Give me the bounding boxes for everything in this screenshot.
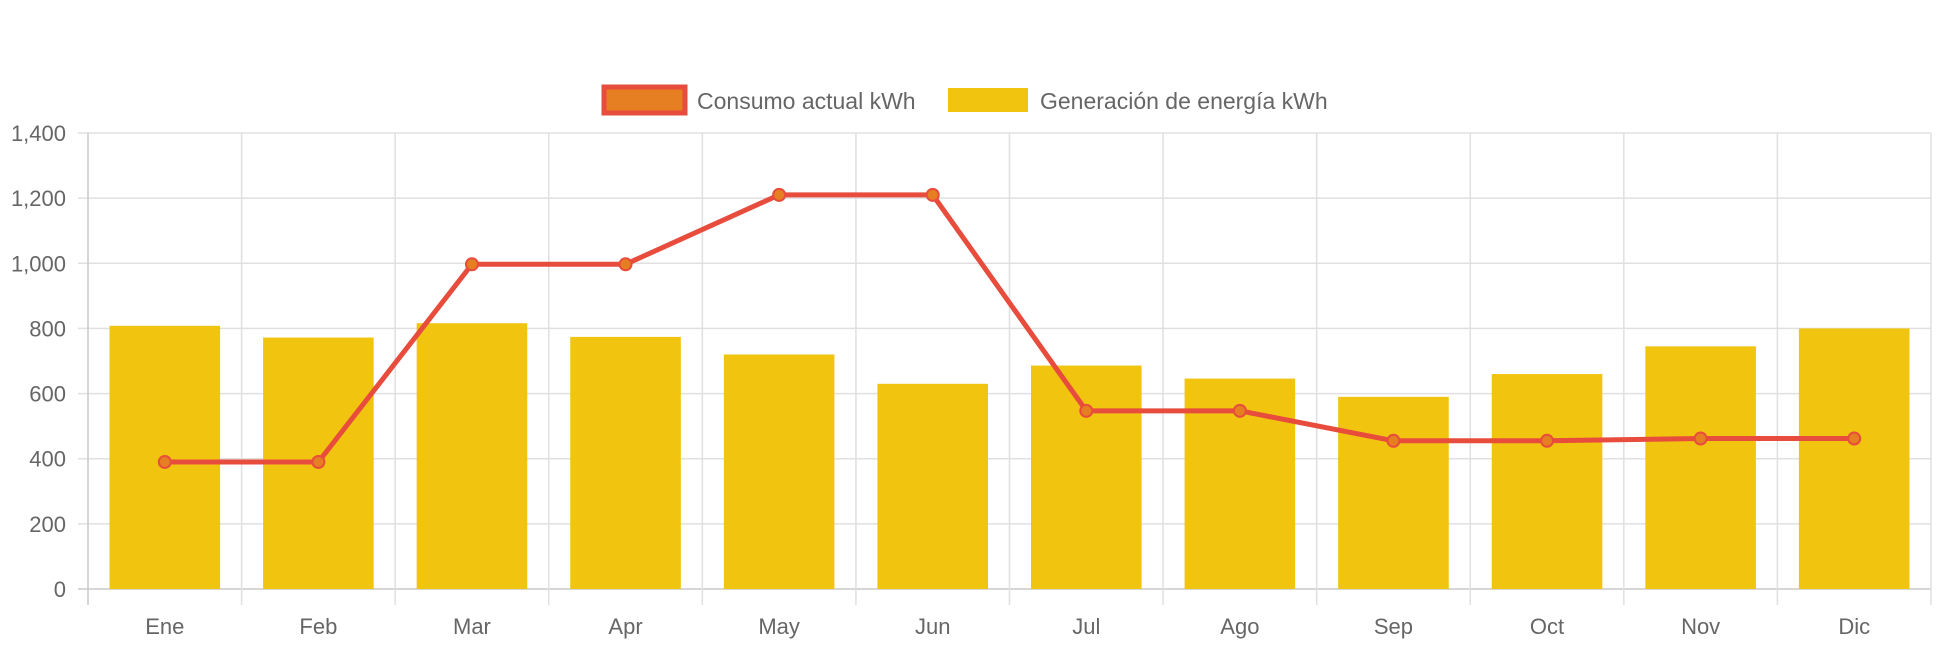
x-tick-label: May: [758, 614, 800, 639]
bar: [877, 383, 988, 589]
data-point: [311, 454, 326, 469]
x-tick-label: Jul: [1072, 614, 1100, 639]
data-point: [464, 257, 479, 272]
data-point: [925, 187, 940, 202]
bar: [1645, 346, 1756, 589]
y-tick-label: 400: [29, 447, 66, 472]
data-point: [618, 257, 633, 272]
y-tick-label: 1,400: [11, 121, 66, 146]
data-point: [1232, 403, 1247, 418]
y-tick-label: 200: [29, 512, 66, 537]
data-point: [157, 454, 172, 469]
legend-label-consumo: Consumo actual kWh: [697, 88, 916, 114]
x-tick-label: Nov: [1681, 614, 1720, 639]
bar: [1338, 396, 1449, 589]
x-tick-label: Ene: [145, 614, 184, 639]
data-point: [1079, 403, 1094, 418]
y-tick-label: 1,000: [11, 251, 66, 276]
bar: [416, 323, 528, 589]
data-point: [1386, 433, 1401, 448]
x-tick-label: Ago: [1220, 614, 1259, 639]
grid: [78, 132, 1932, 605]
y-tick-label: 800: [29, 316, 66, 341]
x-tick-label: Oct: [1530, 614, 1564, 639]
legend: Consumo actual kWh Generación de energía…: [601, 84, 1328, 116]
legend-item-consumo[interactable]: Consumo actual kWh: [601, 84, 916, 116]
x-tick-label: Sep: [1374, 614, 1413, 639]
line-series: [157, 187, 1862, 469]
legend-item-generacion[interactable]: Generación de energía kWh: [948, 88, 1328, 114]
series-line-consumo: [164, 192, 1855, 465]
x-tick-label: Dic: [1838, 614, 1870, 639]
bar: [1798, 328, 1910, 589]
y-tick-label: 0: [54, 577, 66, 602]
axes: 0 200 400 600 800 1,000 1,200 1,400 Ene Feb Mar Apr…: [11, 121, 1870, 639]
data-point: [1693, 431, 1708, 446]
data-point: [1847, 431, 1862, 446]
legend-swatch-consumo: [601, 84, 688, 116]
y-tick-label: 600: [29, 382, 66, 407]
data-point: [772, 187, 787, 202]
legend-label-generacion: Generación de energía kWh: [1040, 88, 1328, 114]
legend-swatch-generacion: [948, 88, 1028, 112]
x-tick-label: Jun: [915, 614, 950, 639]
bar: [1491, 374, 1603, 589]
bar: [570, 336, 681, 589]
x-tick-label: Mar: [453, 614, 491, 639]
data-point: [1540, 433, 1555, 448]
x-tick-label: Feb: [299, 614, 337, 639]
y-tick-label: 1,200: [11, 186, 66, 211]
bar: [723, 354, 835, 589]
bar: [1031, 365, 1142, 589]
x-tick-label: Apr: [608, 614, 642, 639]
